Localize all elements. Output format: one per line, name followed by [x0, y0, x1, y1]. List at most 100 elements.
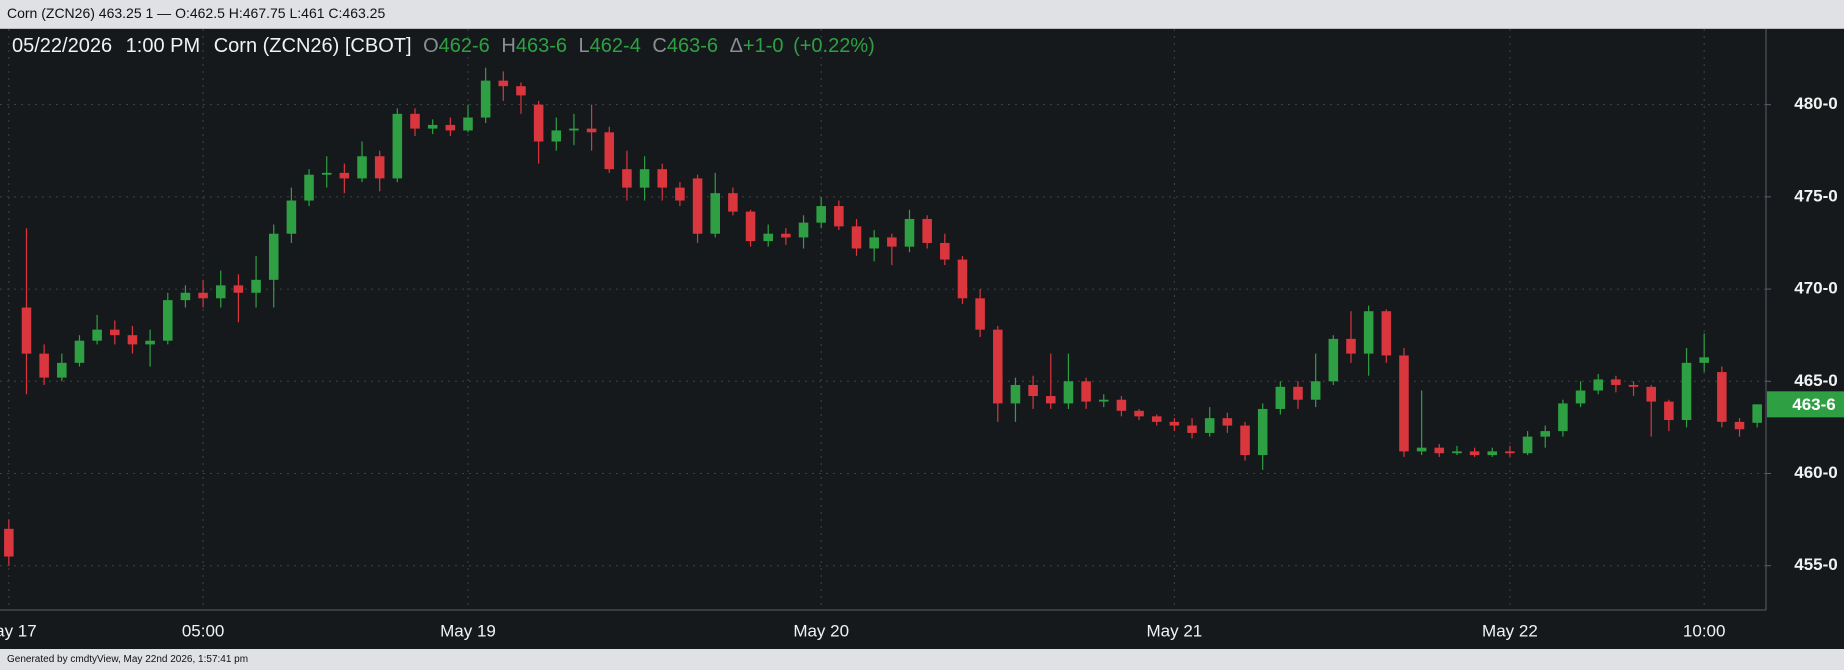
candle-body: [1328, 338, 1339, 382]
candle-body: [233, 285, 244, 293]
candle-body: [1046, 396, 1056, 404]
candle-body: [1593, 379, 1603, 391]
candle-body: [1204, 418, 1215, 433]
candle-body: [463, 117, 473, 131]
candle-body: [922, 218, 932, 243]
x-tick-label: 05:00: [182, 621, 225, 640]
header-date: 05/22/2026: [12, 35, 112, 57]
y-tick-label: 460-0: [1794, 463, 1837, 482]
candle-body: [57, 362, 67, 378]
candle-body: [1257, 408, 1268, 456]
candle-body: [1346, 338, 1356, 354]
x-tick-label: May 17: [0, 621, 37, 640]
candle-body: [1010, 384, 1021, 404]
candle-body: [1134, 410, 1144, 417]
candle-body: [604, 132, 615, 170]
candle-body: [1611, 379, 1621, 385]
header-high-label: H: [501, 35, 515, 57]
chart-background: [0, 29, 1844, 649]
candle-body: [410, 113, 420, 129]
candle-body: [569, 128, 579, 131]
x-tick-label: May 19: [440, 621, 496, 640]
candle-body: [127, 335, 138, 345]
candle-body: [21, 307, 32, 354]
candle-body: [1522, 436, 1533, 454]
candle-body: [1434, 447, 1445, 454]
candle-body: [622, 169, 632, 188]
candle-body: [1505, 451, 1515, 454]
x-tick-label: 10:00: [1683, 621, 1726, 640]
header-open: 462-6: [439, 35, 490, 57]
window-title: Corn (ZCN26) 463.25 1 — O:462.5 H:467.75…: [0, 0, 1844, 29]
candle-body: [163, 300, 173, 341]
header-change: +1-0: [743, 35, 784, 57]
candle-body: [1081, 381, 1091, 402]
x-tick-label: May 20: [793, 621, 849, 640]
candle-body: [851, 226, 862, 249]
candle-body: [1664, 401, 1674, 421]
y-tick-label: 475-0: [1794, 186, 1837, 205]
candle-body: [639, 169, 650, 188]
candle-body: [940, 242, 950, 260]
last-price-label: 463-6: [1792, 395, 1835, 414]
candle-body: [251, 279, 261, 293]
header-close-label: C: [652, 35, 666, 57]
candle-body: [551, 130, 562, 142]
candle-body: [1363, 311, 1374, 354]
candle-body: [1628, 384, 1639, 387]
candle-body: [1681, 362, 1692, 421]
header-time: 1:00 PM: [126, 35, 200, 57]
candle-body: [339, 172, 350, 179]
candle-body: [1028, 384, 1038, 397]
candle-body: [198, 292, 208, 299]
candle-body: [268, 233, 279, 280]
chart: 05/22/2026 1:00 PM Corn (ZCN26) [CBOT] O…: [0, 29, 1844, 649]
candle-body: [710, 193, 720, 234]
y-tick-label: 470-0: [1794, 279, 1837, 298]
candle-body: [1558, 403, 1568, 432]
candle-body: [1487, 451, 1498, 456]
candle-body: [993, 329, 1003, 404]
candle-body: [74, 340, 85, 363]
footer: Generated by cmdtyView, May 22nd 2026, 1…: [0, 649, 1844, 670]
candle-body: [904, 218, 915, 247]
candle-body: [657, 169, 668, 188]
header-low-label: L: [579, 35, 590, 57]
y-tick-label: 465-0: [1794, 371, 1837, 390]
candle-body: [957, 259, 968, 299]
x-tick-label: May 22: [1482, 621, 1538, 640]
header-change-label: Δ: [730, 35, 743, 57]
candle-body: [1222, 418, 1233, 426]
candle-body: [1646, 386, 1656, 402]
plot: [0, 29, 1766, 610]
candle-body: [516, 86, 526, 96]
candle-body: [816, 206, 826, 223]
candle-body: [1116, 399, 1127, 411]
candle-body: [110, 329, 120, 336]
candle-body: [445, 124, 456, 131]
candle-body: [180, 292, 191, 301]
candle-body: [1310, 381, 1321, 400]
header-change-pct: (+0.22%): [793, 35, 875, 57]
candle-body: [1452, 451, 1462, 454]
candle-body: [1399, 355, 1409, 452]
candle-body: [586, 128, 597, 133]
candle-body: [1275, 386, 1286, 409]
candle-body: [304, 174, 314, 201]
candle-body: [4, 528, 14, 557]
y-tick-label: 480-0: [1794, 94, 1837, 113]
candle-body: [1752, 404, 1762, 423]
candle-body: [1381, 311, 1392, 356]
candle-body: [498, 80, 509, 87]
candle-body: [1699, 357, 1709, 363]
candle-body: [145, 340, 155, 345]
candle-body: [887, 237, 897, 247]
candle-body: [1416, 447, 1427, 452]
candle-body: [728, 193, 738, 212]
candle-body: [1240, 425, 1250, 456]
candle-body: [92, 329, 102, 341]
candle-body: [39, 353, 49, 378]
candle-body: [692, 178, 703, 234]
candle-body: [975, 298, 985, 330]
candle-body: [286, 200, 297, 234]
